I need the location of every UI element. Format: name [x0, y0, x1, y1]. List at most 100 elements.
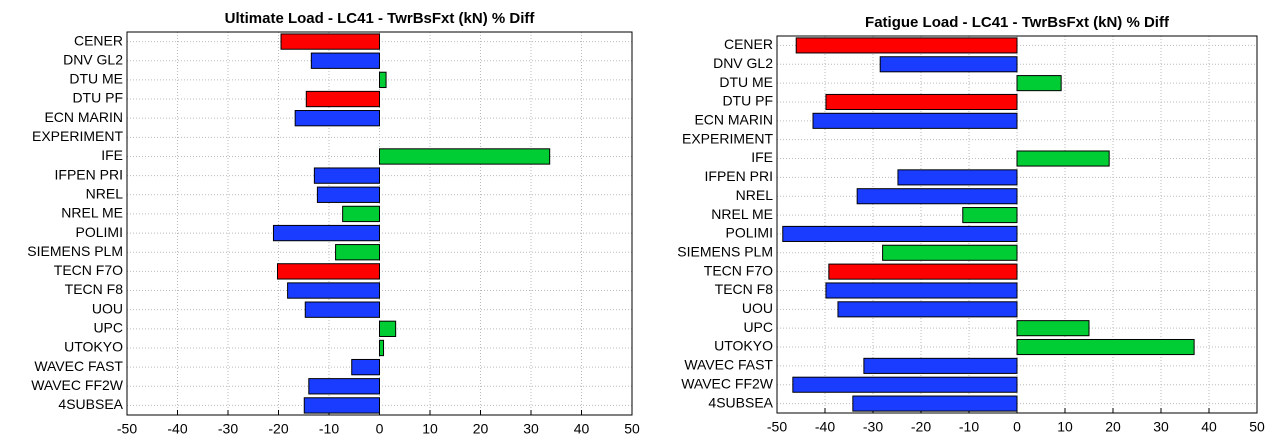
- y-tick-label: DTU PF: [722, 93, 773, 109]
- chart-title: Fatigue Load - LC41 - TwrBsFxt (kN) % Di…: [865, 14, 1170, 31]
- bar: [379, 71, 387, 89]
- bar: [351, 358, 381, 376]
- y-tick-label: IFE: [101, 147, 123, 163]
- y-tick-label: UPC: [93, 320, 123, 336]
- x-tick-label: 20: [473, 421, 489, 437]
- x-tick-label: 50: [624, 421, 640, 437]
- x-tick-label: -20: [911, 419, 931, 435]
- bar: [294, 110, 381, 127]
- bar: [812, 112, 1018, 129]
- y-tick-label: NREL ME: [61, 205, 123, 221]
- x-tick-label: -20: [268, 421, 288, 437]
- bar: [828, 263, 1018, 280]
- x-tick-label: -30: [218, 421, 238, 437]
- bar: [310, 52, 381, 69]
- y-tick-label: EXPERIMENT: [682, 130, 773, 146]
- bar: [1016, 320, 1090, 337]
- bar: [879, 56, 1018, 73]
- y-tick-label: DTU ME: [69, 71, 123, 87]
- y-tick-label: UPC: [743, 319, 773, 335]
- bar: [379, 148, 551, 165]
- x-tick-label: 40: [574, 421, 590, 437]
- y-tick-label: WAVEC FF2W: [681, 375, 774, 391]
- y-tick-label: UOU: [742, 300, 773, 316]
- y-tick-label: NREL ME: [711, 206, 773, 222]
- y-tick-label: IFE: [751, 149, 773, 165]
- y-tick-label: DNV GL2: [63, 51, 123, 67]
- y-tick-label: WAVEC FAST: [684, 357, 773, 373]
- bar: [303, 397, 381, 414]
- bar: [863, 357, 1018, 374]
- bar: [313, 167, 381, 184]
- bar: [852, 395, 1018, 412]
- y-tick-label: SIEMENS PLM: [677, 243, 773, 259]
- y-tick-label: 4SUBSEA: [58, 396, 123, 412]
- chart-title: Ultimate Load - LC41 - TwrBsFxt (kN) % D…: [225, 10, 536, 27]
- y-tick-label: POLIMI: [726, 225, 773, 241]
- y-tick-label: IFPEN PRI: [705, 168, 773, 184]
- x-tick-label: -40: [815, 419, 835, 435]
- y-tick-label: WAVEC FAST: [34, 358, 123, 374]
- y-tick-label: DNV GL2: [713, 55, 773, 71]
- bar: [304, 301, 381, 318]
- y-tick-label: SIEMENS PLM: [27, 243, 123, 259]
- bar: [287, 282, 380, 299]
- y-tick-label: ECN MARIN: [44, 109, 123, 125]
- bar: [792, 376, 1018, 393]
- bar: [379, 339, 385, 357]
- bar: [837, 301, 1018, 318]
- y-tick-label: NREL: [736, 187, 774, 203]
- bar: [962, 207, 1018, 224]
- x-tick-label: 10: [422, 421, 438, 437]
- bar: [882, 244, 1018, 261]
- y-tick-label: UOU: [92, 300, 123, 316]
- bar: [795, 37, 1018, 54]
- bar: [1016, 75, 1062, 92]
- y-tick-label: 4SUBSEA: [708, 394, 773, 410]
- bar: [335, 244, 381, 261]
- x-tick-label: -10: [319, 421, 339, 437]
- y-tick-label: TECN F8: [65, 281, 124, 297]
- y-tick-label: TECN F7O: [704, 262, 773, 278]
- x-tick-label: 30: [1153, 419, 1169, 435]
- bar: [856, 188, 1018, 205]
- y-tick-label: DTU PF: [72, 90, 123, 106]
- bar: [280, 33, 380, 50]
- x-tick-label: 40: [1201, 419, 1217, 435]
- x-tick-label: -30: [863, 419, 883, 435]
- y-tick-label: TECN F7O: [54, 262, 123, 278]
- x-tick-label: -50: [117, 421, 137, 437]
- y-tick-label: NREL: [86, 185, 124, 201]
- x-tick-label: 10: [1057, 419, 1073, 435]
- bar: [308, 378, 380, 395]
- y-tick-label: ECN MARIN: [694, 112, 773, 128]
- x-tick-label: 0: [376, 421, 384, 437]
- y-tick-label: EXPERIMENT: [32, 128, 123, 144]
- y-tick-label: DTU ME: [719, 74, 773, 90]
- bar: [316, 186, 381, 203]
- bar: [276, 263, 380, 280]
- y-tick-label: CENER: [724, 36, 773, 52]
- y-tick-label: POLIMI: [76, 224, 123, 240]
- bar: [897, 169, 1018, 186]
- bar: [379, 320, 397, 337]
- bar: [272, 224, 381, 242]
- bar: [782, 225, 1018, 242]
- y-tick-label: TECN F8: [715, 281, 774, 297]
- y-tick-label: UTOKYO: [714, 338, 773, 354]
- bar: [1016, 150, 1110, 167]
- bar: [1016, 338, 1195, 356]
- bar: [825, 282, 1018, 299]
- bar: [342, 205, 381, 223]
- plot-frame: [126, 31, 633, 416]
- x-tick-label: -10: [959, 419, 979, 435]
- bar: [825, 93, 1018, 111]
- y-tick-label: CENER: [74, 32, 123, 48]
- y-tick-label: IFPEN PRI: [55, 166, 123, 182]
- y-tick-label: UTOKYO: [64, 339, 123, 355]
- bar: [305, 90, 380, 108]
- x-tick-label: -40: [167, 421, 187, 437]
- y-tick-label: WAVEC FF2W: [31, 377, 124, 393]
- x-tick-label: 30: [523, 421, 539, 437]
